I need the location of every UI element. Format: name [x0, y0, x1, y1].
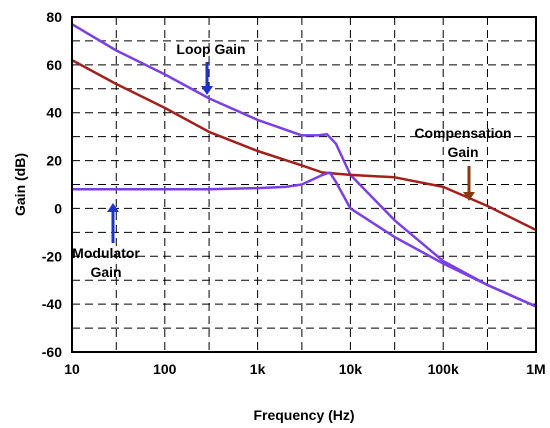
y-tick-label: 40 — [46, 105, 62, 121]
y-tick-label: 60 — [46, 57, 62, 73]
y-tick-label: 0 — [54, 200, 62, 216]
x-tick-label: 10 — [64, 361, 80, 377]
annotations: Loop Gain Compensation Gain Modulator Gain — [72, 41, 511, 280]
y-tick-label: -60 — [42, 344, 62, 360]
annotation-text: Gain — [90, 264, 121, 280]
y-tick-labels: 80 60 40 20 0 -20 -40 -60 — [42, 9, 62, 360]
x-tick-labels: 10 100 1k 10k 100k 1M — [64, 361, 546, 377]
x-tick-label: 100k — [428, 361, 459, 377]
y-tick-label: -20 — [42, 248, 62, 264]
x-tick-label: 1k — [250, 361, 266, 377]
y-tick-label: 80 — [46, 9, 62, 25]
compensation-gain-annotation: Compensation Gain — [414, 125, 512, 201]
loop-gain-line — [70, 22, 538, 308]
annotation-text: Compensation — [414, 125, 511, 141]
annotation-text: Loop Gain — [176, 41, 245, 57]
annotation-arrow-head — [201, 86, 213, 95]
x-tick-label: 1M — [526, 361, 545, 377]
y-tick-label: -40 — [42, 296, 62, 312]
x-tick-label: 100 — [153, 361, 177, 377]
x-tick-label: 10k — [339, 361, 363, 377]
annotation-text: Gain — [447, 144, 478, 160]
annotation-arrow-head — [463, 192, 475, 201]
loop-gain-annotation: Loop Gain — [176, 41, 246, 95]
grid — [72, 17, 536, 352]
plot-frame — [71, 16, 537, 353]
x-axis-title: Frequency (Hz) — [253, 407, 354, 423]
annotation-arrow-head — [107, 203, 119, 212]
y-tick-label: 20 — [46, 153, 62, 169]
series-layer — [70, 22, 538, 308]
y-axis-title: Gain (dB) — [12, 153, 28, 216]
annotation-text: Modulator — [72, 245, 140, 261]
modulator-gain-line — [70, 171, 538, 308]
compensation-gain-line — [70, 58, 538, 232]
modulator-gain-annotation: Modulator Gain — [72, 203, 140, 280]
